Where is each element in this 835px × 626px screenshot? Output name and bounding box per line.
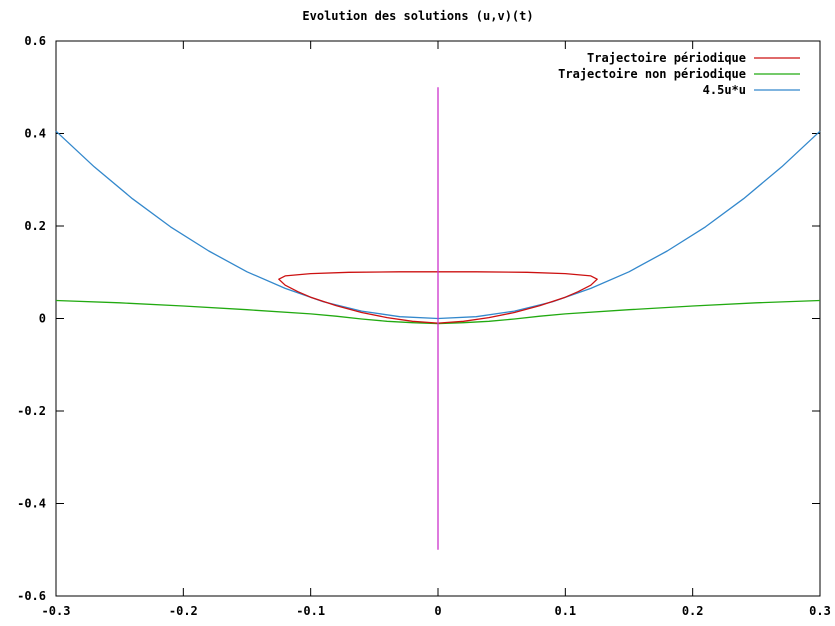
- x-tick-label: -0.1: [296, 604, 325, 618]
- y-tick-label: -0.4: [17, 497, 46, 511]
- legend-label: 4.5u*u: [703, 83, 746, 97]
- x-tick-label: 0: [434, 604, 441, 618]
- chart-title: Evolution des solutions (u,v)(t): [302, 9, 533, 23]
- series-layer: [55, 87, 821, 550]
- y-tick-label: 0.2: [24, 219, 46, 233]
- y-tick-label: 0.4: [24, 127, 46, 141]
- legend-label: Trajectoire non périodique: [558, 67, 746, 81]
- y-tick-label: -0.6: [17, 589, 46, 603]
- x-tick-label: -0.2: [169, 604, 198, 618]
- y-tick-label: -0.2: [17, 404, 46, 418]
- legend: Trajectoire périodique Trajectoire non pé…: [558, 51, 800, 97]
- legend-label: Trajectoire périodique: [587, 51, 746, 65]
- y-tick-label: 0: [39, 312, 46, 326]
- x-tick-label: 0.1: [554, 604, 576, 618]
- x-axis: -0.3 -0.2 -0.1 0 0.1 0.2 0.3: [42, 41, 831, 618]
- y-tick-label: 0.6: [24, 34, 46, 48]
- x-tick-label: 0.3: [809, 604, 831, 618]
- series-line-0: [278, 271, 598, 324]
- x-tick-label: -0.3: [42, 604, 71, 618]
- y-axis: -0.6 -0.4 -0.2 0 0.2 0.4 0.6: [17, 34, 820, 603]
- x-tick-label: 0.2: [682, 604, 704, 618]
